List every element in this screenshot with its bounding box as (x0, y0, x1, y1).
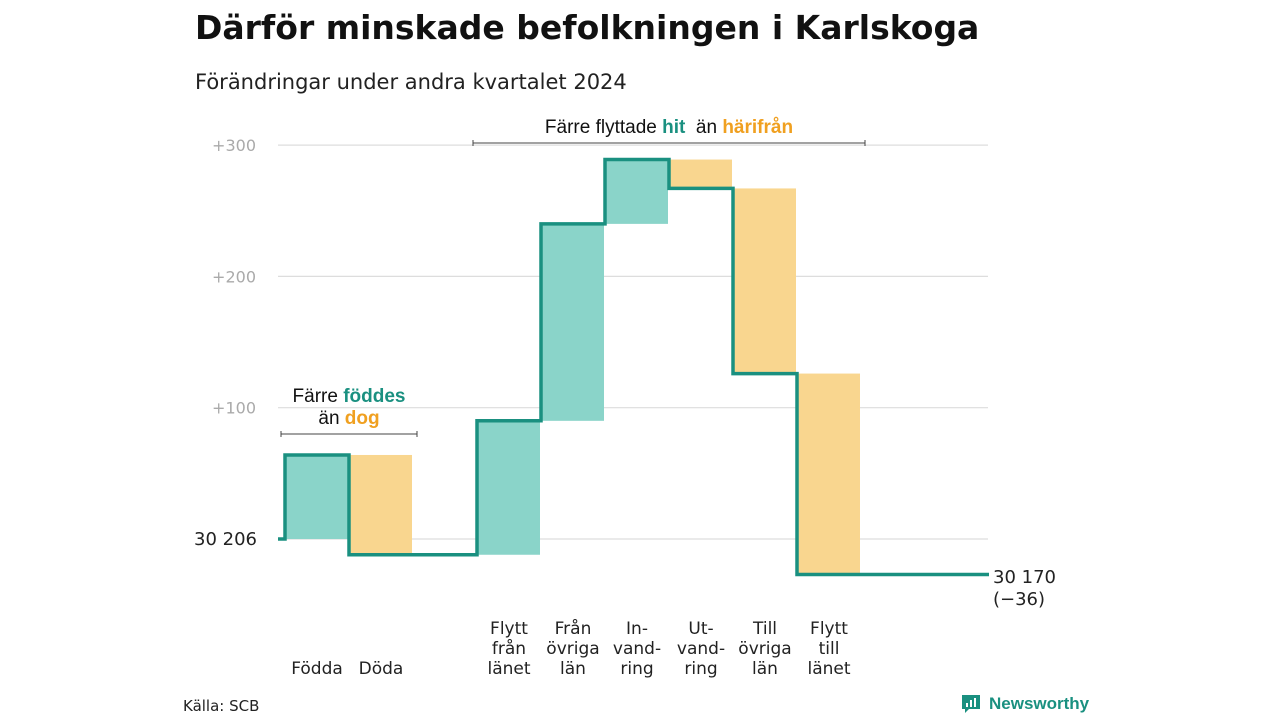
increase-bar (541, 223, 604, 421)
x-category-label: Födda (291, 659, 343, 679)
newsworthy-icon (962, 695, 980, 713)
x-category-label: Från övriga län (546, 618, 599, 679)
brand-name: Newsworthy (989, 694, 1090, 713)
increase-bar (285, 454, 348, 539)
x-category-label: In-vand-ring (613, 619, 661, 679)
x-category-label: Döda (359, 659, 404, 679)
y-tick-label: +100 (212, 399, 256, 418)
source-note: Källa: SCB (183, 697, 260, 715)
y-tick-label: +200 (212, 267, 256, 286)
annotation-text: än dog (318, 408, 379, 429)
x-category-label: Till övriga län (738, 619, 791, 679)
x-category-label: Ut-vand-ring (677, 619, 725, 679)
decrease-bar (733, 188, 796, 374)
decrease-bar (349, 454, 412, 555)
y-tick-label: +300 (212, 136, 256, 155)
decrease-bar (797, 373, 860, 575)
start-value-label: 30 206 (194, 529, 257, 550)
annotation-text: Färre föddes (293, 386, 406, 407)
chart-title: Därför minskade befolkningen i Karlskoga (195, 8, 980, 47)
x-category-label: Flytt från länet (487, 619, 530, 679)
annotation-text: Färre flyttade hit än härifrån (545, 117, 793, 138)
cumulative-step-line (278, 157, 989, 577)
increase-bar (477, 420, 540, 555)
decrease-bar (669, 159, 732, 189)
chart-subtitle: Förändringar under andra kvartalet 2024 (195, 70, 627, 94)
end-value-label: 30 170 (−36) (993, 567, 1056, 610)
newsworthy-logo: Newsworthy (960, 693, 1089, 715)
increase-bar (605, 159, 668, 224)
x-category-label: Flytt till länet (807, 619, 850, 679)
